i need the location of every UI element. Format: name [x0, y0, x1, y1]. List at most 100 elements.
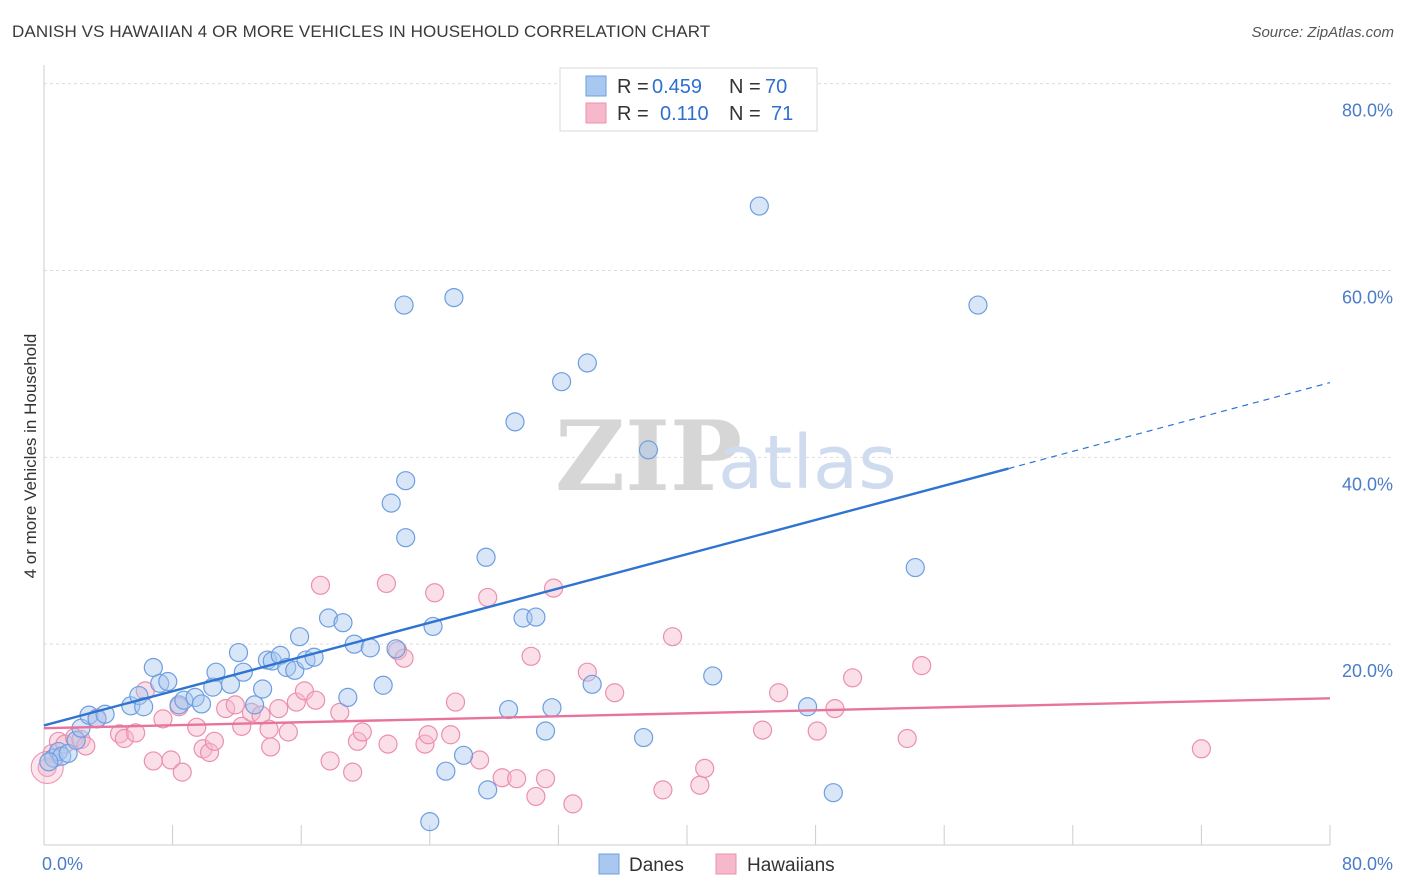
hawaiians-point-18 [199, 742, 220, 763]
hawaiians-point-42 [418, 725, 438, 745]
hawaiians-point-16 [187, 717, 207, 737]
hawaiians-point-70 [259, 719, 279, 739]
hawaiians-point-54 [563, 794, 583, 814]
bottom-legend-hawaiians: Hawaiians [747, 855, 835, 876]
danes-point-47 [444, 287, 464, 308]
hawaiians-series [30, 573, 1212, 814]
trend-lines [43, 382, 1331, 730]
legend-swatch-hawaiians [585, 102, 607, 124]
bottom-legend-swatch-hawaiians [715, 853, 737, 875]
danes-point-57 [552, 372, 572, 392]
danes-point-42 [396, 528, 416, 548]
hawaiians-point-68 [1191, 739, 1212, 759]
danes-point-68 [39, 752, 59, 772]
hawaiians-point-56 [605, 683, 625, 703]
danes-point-39 [373, 675, 393, 695]
hawaiians-point-30 [306, 690, 326, 710]
hawaiians-point-29 [294, 681, 315, 701]
danes-point-67 [968, 295, 988, 315]
y-tick-label-80: 80.0% [1342, 101, 1393, 121]
danes-point-22 [228, 642, 249, 663]
hawaiians-point-43 [425, 583, 445, 603]
legend-danes-r-value: 0.459 [652, 76, 702, 98]
danes-point-60 [633, 727, 654, 748]
axis-layer [43, 65, 1331, 846]
hawaiians-trend-line [43, 697, 1331, 730]
danes-point-54 [526, 607, 546, 627]
danes-point-61 [638, 440, 659, 460]
hawaiians-point-13 [161, 750, 181, 770]
hawaiians-point-28 [286, 692, 306, 712]
hawaiians-point-63 [807, 721, 827, 741]
x-tick-label-max: 80.0% [1342, 854, 1393, 874]
legend-hawaiians-n-label: N = [729, 103, 761, 125]
danes-point-56 [542, 698, 562, 718]
danes-point-55 [535, 721, 556, 741]
danes-point-20 [206, 662, 226, 682]
hawaiians-point-37 [378, 734, 398, 754]
hawaiians-point-49 [507, 769, 527, 789]
hawaiians-point-8 [114, 728, 134, 749]
hawaiians-point-55 [577, 662, 597, 682]
danes-point-41 [381, 493, 401, 513]
legend-danes-r-label: R = [617, 76, 649, 98]
danes-point-62 [703, 666, 723, 686]
danes-point-48 [453, 745, 474, 765]
danes-point-50 [478, 780, 498, 800]
hawaiians-point-58 [662, 627, 683, 647]
legend-danes-n-value: 70 [765, 76, 787, 98]
y-tick-label-20: 20.0% [1342, 661, 1393, 681]
hawaiians-point-31 [310, 575, 331, 595]
watermark-zip: ZIP [555, 400, 742, 513]
hawaiians-point-36 [352, 722, 372, 742]
hawaiians-point-60 [695, 758, 715, 779]
hawaiians-point-47 [478, 587, 498, 608]
danes-series [39, 196, 988, 832]
hawaiians-point-57 [653, 780, 673, 800]
legend-hawaiians-r-label: R = [617, 103, 649, 125]
danes-point-34 [318, 608, 339, 628]
danes-point-66 [905, 557, 925, 578]
danes-point-64 [797, 697, 818, 717]
bottom-legend-swatch-danes [598, 853, 620, 875]
hawaiians-point-50 [521, 646, 541, 666]
source-label: Source: ZipAtlas.com [1251, 24, 1394, 41]
danes-point-59 [582, 674, 602, 694]
danes-point-46 [436, 761, 456, 781]
x-tick-label-min: 0.0% [42, 854, 83, 874]
hawaiians-point-46 [470, 750, 490, 770]
hawaiians-point-59 [690, 775, 710, 795]
hawaiians-point-51 [526, 786, 546, 807]
danes-point-43 [394, 295, 414, 315]
hawaiians-point-52 [535, 769, 556, 789]
hawaiians-point-27 [278, 722, 298, 742]
danes-point-40 [386, 639, 406, 659]
watermark: ZIP atlas [555, 400, 897, 513]
y-axis-title: 4 or more Vehicles in Household [21, 334, 40, 579]
hawaiians-point-5 [76, 736, 96, 756]
hawaiians-point-66 [897, 728, 917, 749]
hawaiians-point-19 [204, 731, 224, 751]
hawaiians-point-22 [232, 716, 252, 736]
y-tick-label-60: 60.0% [1342, 288, 1393, 308]
grid-layer [44, 83, 1392, 645]
hawaiians-point-48 [492, 768, 512, 788]
danes-point-18 [191, 694, 212, 714]
hawaiians-point-32 [320, 751, 340, 771]
danes-point-69 [420, 812, 440, 832]
legend: R = 0.459 N = 70 R = 0.110 N = 71 [559, 67, 818, 132]
danes-point-4 [66, 730, 86, 750]
bottom-legend-danes: Danes [629, 855, 684, 876]
danes-point-44 [396, 471, 416, 491]
danes-point-52 [505, 412, 525, 432]
danes-point-25 [253, 679, 273, 699]
hawaiians-point-20 [216, 699, 236, 719]
danes-point-36 [338, 687, 358, 708]
danes-point-24 [244, 695, 265, 715]
danes-point-58 [577, 353, 597, 373]
danes-point-13 [150, 673, 170, 693]
hawaiians-point-34 [343, 762, 363, 782]
danes-point-31 [289, 627, 310, 647]
hawaiians-point-12 [153, 709, 173, 729]
